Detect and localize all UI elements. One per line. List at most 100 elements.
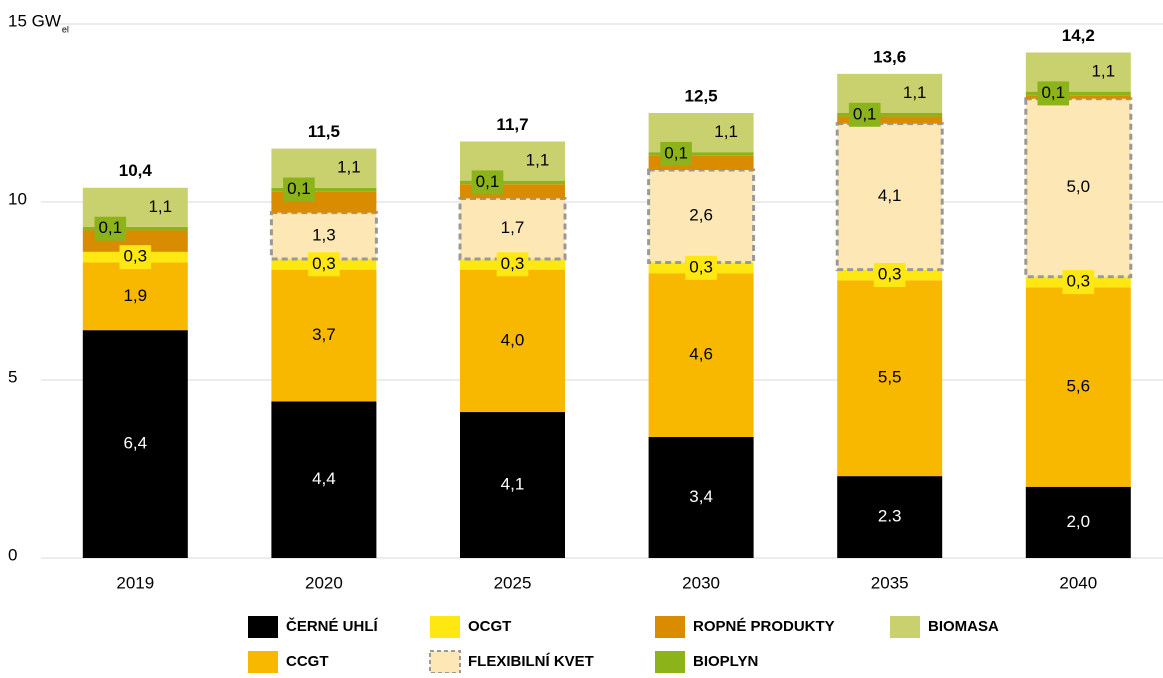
- value-label: 0,3: [312, 254, 336, 273]
- bar-segment: [837, 116, 943, 124]
- label-box: [308, 252, 340, 277]
- value-label: 2.3: [878, 507, 902, 526]
- label-box: [685, 255, 717, 280]
- label-box: [496, 252, 529, 277]
- legend-swatch: [655, 651, 685, 673]
- value-label: 0,1: [98, 218, 122, 237]
- bar-segment: [271, 269, 377, 402]
- total-label: 11,5: [308, 122, 340, 141]
- value-label: 2,0: [1066, 512, 1090, 531]
- y-tick-label: 0: [8, 545, 17, 564]
- legend-swatch: [655, 616, 685, 638]
- bar-segment: [82, 330, 188, 558]
- label-box: [873, 262, 906, 287]
- x-tick-label: 2030: [682, 573, 720, 592]
- value-label: 0,3: [1066, 272, 1090, 291]
- y-tick-label: 5: [8, 367, 17, 386]
- label-box: [1062, 270, 1095, 295]
- value-label: 1,1: [714, 122, 738, 141]
- value-label: 5,0: [1066, 177, 1090, 196]
- label-box: [848, 102, 881, 127]
- bar-segment: [1025, 287, 1131, 487]
- x-tick-label: 2025: [494, 573, 532, 592]
- total-label: 10,4: [119, 161, 153, 180]
- value-label: 1,1: [148, 197, 172, 216]
- value-label: 4,1: [501, 475, 525, 494]
- value-label: 0,1: [1041, 83, 1065, 102]
- bar-segment: [460, 180, 565, 185]
- bar-segment: [271, 401, 377, 558]
- x-tick-label: 2035: [871, 573, 909, 592]
- value-label: 3,4: [689, 487, 713, 506]
- legend-label: OCGT: [468, 618, 511, 635]
- value-label: 1,3: [312, 225, 336, 244]
- bar-segment: [1025, 91, 1131, 96]
- legend-swatch: [890, 616, 920, 638]
- value-label: 1,9: [123, 286, 147, 305]
- total-label: 13,6: [873, 47, 906, 66]
- label-box: [94, 216, 127, 241]
- value-label: 0,3: [689, 257, 713, 276]
- y-tick-label: 10: [8, 189, 27, 208]
- value-label: 3,7: [312, 325, 336, 344]
- value-label: 1,7: [501, 218, 525, 237]
- value-label: 4,4: [312, 469, 336, 488]
- legend-swatch: [429, 650, 461, 674]
- value-label: 4,0: [501, 330, 525, 349]
- value-label: 0,1: [287, 179, 311, 198]
- value-label: 1,1: [1091, 62, 1115, 81]
- label-box: [283, 177, 315, 202]
- bar-segment: [648, 152, 754, 156]
- legend-label: CCGT: [286, 653, 329, 670]
- value-label: 1,1: [903, 83, 927, 102]
- value-label: 0,1: [476, 172, 500, 191]
- legend-label: BIOPLYN: [693, 653, 758, 670]
- bar-segment: [460, 269, 565, 413]
- label-box: [119, 245, 152, 270]
- value-label: 1,1: [526, 151, 550, 170]
- x-tick-label: 2019: [116, 573, 154, 592]
- legend-label: ROPNÉ PRODUKTY: [693, 618, 835, 635]
- value-label: 0,1: [853, 104, 877, 123]
- total-label: 14,2: [1062, 26, 1095, 45]
- value-label: 0,1: [664, 143, 688, 162]
- y-unit-subscript: el: [62, 24, 69, 34]
- value-label: 5,5: [878, 368, 902, 387]
- label-box: [660, 141, 692, 166]
- x-tick-label: 2040: [1059, 573, 1097, 592]
- legend-swatch: [248, 616, 278, 638]
- value-label: 0,3: [123, 247, 147, 266]
- total-label: 11,7: [496, 115, 528, 134]
- bar-segment: [458, 196, 567, 261]
- bar-segment: [648, 273, 754, 437]
- bar-segment: [837, 280, 943, 477]
- value-label: 6,4: [123, 434, 147, 453]
- bar-segment: [837, 113, 943, 117]
- value-label: 5,6: [1066, 377, 1090, 396]
- legend-label: FLEXIBILNÍ KVET: [468, 653, 594, 670]
- bar-segment: [82, 262, 188, 331]
- y-tick-label: 15 GW: [8, 11, 61, 30]
- legend-label: BIOMASA: [928, 618, 999, 635]
- value-label: 1,1: [337, 158, 361, 177]
- value-label: 2,6: [689, 206, 713, 225]
- bar-segment: [837, 476, 943, 558]
- label-box: [471, 170, 504, 195]
- bar-segment: [1025, 95, 1131, 99]
- value-label: 0,3: [501, 254, 525, 273]
- legend-label: ČERNÉ UHLÍ: [286, 617, 379, 635]
- legend-swatch: [430, 616, 460, 638]
- bar-segment: [648, 436, 754, 558]
- bar-segment: [82, 226, 188, 231]
- bar-segment: [271, 187, 377, 192]
- x-tick-label: 2020: [305, 573, 343, 592]
- bar-segment: [460, 412, 565, 558]
- bar-segment: [1025, 486, 1131, 558]
- total-label: 12,5: [685, 86, 718, 105]
- value-label: 4,1: [878, 186, 902, 205]
- value-label: 0,3: [878, 264, 902, 283]
- label-box: [1037, 81, 1070, 106]
- legend-swatch: [248, 651, 278, 673]
- value-label: 4,6: [689, 345, 713, 364]
